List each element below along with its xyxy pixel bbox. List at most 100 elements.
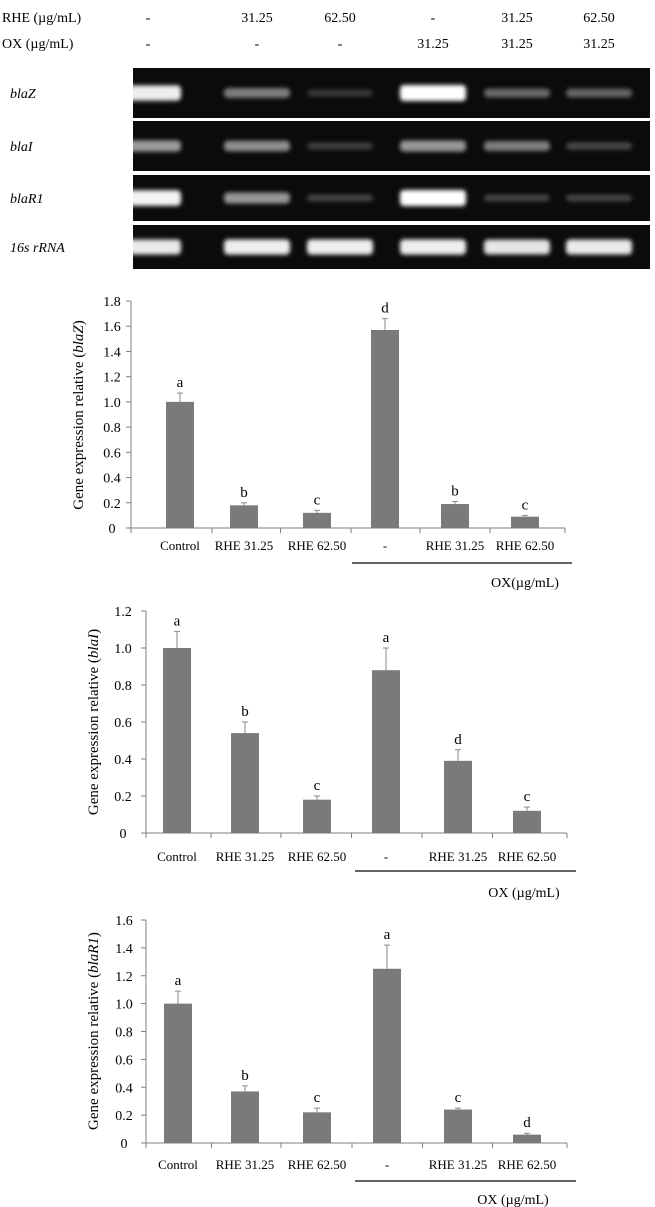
bar [303,1112,331,1143]
y-tick-label: 1.6 [115,914,133,929]
significance-letter: c [314,1090,321,1106]
y-tick-label: 1.8 [103,295,121,310]
gel-band [307,194,373,202]
group-label: OX (µg/mL) [488,886,560,901]
gel-band [400,85,466,101]
significance-letter: c [314,492,321,508]
category-label: Control [157,849,197,864]
y-tick-label: 0.8 [114,679,132,694]
y-tick-label: 0.4 [103,472,121,487]
gel-band [307,239,373,255]
category-label: RHE 62.50 [288,538,347,553]
gel-image: blaZ blaI blaR1 16s rRNA [10,68,650,269]
gel-band [224,239,290,255]
category-label: RHE 31.25 [216,849,275,864]
bar-chart-blaI: 0 0.2 0.4 0.6 0.8 1.0 1.2 Gene expression relat… [86,605,576,901]
category-label: - [384,849,388,864]
y-tick-label: 0 [121,1137,128,1152]
header-row-label: OX (µg/mL) [2,37,74,52]
y-tick-label: 0.8 [103,421,121,436]
header-row-value: 31.25 [501,37,533,52]
y-tick-label: 1.0 [103,396,121,411]
y-tick-label: 0.4 [114,753,132,768]
gel-row-label: blaZ [10,87,36,102]
category-label: RHE 31.25 [429,1157,488,1172]
bar [444,1109,472,1143]
significance-letter: b [241,704,249,720]
significance-letter: a [175,973,182,989]
category-label: RHE 62.50 [288,849,347,864]
gel-row [133,121,650,171]
bar [441,504,469,528]
header-row-value: 62.50 [583,11,615,26]
significance-letter: a [383,630,390,646]
y-tick-label: 0.8 [115,1026,133,1041]
gel-band [115,85,181,101]
bar [372,670,400,833]
significance-letter: b [241,1068,249,1084]
header-row-value: - [338,37,343,52]
y-axis-label-text: Gene expression relative ( [86,973,102,1130]
bar [231,733,259,833]
y-tick-label: 0.6 [114,716,132,731]
gel-band [307,89,373,97]
bar [231,1091,259,1143]
gel-band [224,88,290,98]
header-row-value: 62.50 [324,11,356,26]
y-tick-label: 0.2 [115,1109,133,1124]
category-label: - [385,1157,389,1172]
significance-letter: a [174,613,181,629]
gel-row-label: 16s rRNA [10,241,65,256]
header-row-value: 31.25 [241,11,273,26]
category-label: RHE 62.50 [498,849,557,864]
bar [163,648,191,833]
gel-row-label: blaI [10,140,34,155]
y-tick-label: 1.6 [103,320,121,335]
y-axis-label-gene: blaR1 [86,937,102,973]
gel-band [566,239,632,255]
y-tick-label: 0 [109,522,116,537]
bar [303,512,331,528]
y-axis-label-text: Gene expression relative ( [71,353,87,510]
y-tick-label: 0.6 [103,446,121,461]
gel-band [484,194,550,202]
header-row-label: RHE (µg/mL) [2,11,82,26]
significance-letter: d [523,1115,531,1131]
y-tick-label: 1.0 [114,642,132,657]
header-row-value: - [255,37,260,52]
gel-band [400,140,466,152]
significance-letter: a [384,927,391,943]
gel-row-label: blaR1 [10,192,43,207]
significance-letter: c [455,1090,462,1106]
header-row-value: 31.25 [583,37,615,52]
y-tick-label: 1.4 [115,942,133,957]
y-tick-label: 1.2 [115,970,133,985]
bar [166,401,194,528]
header-row-value: 31.25 [417,37,449,52]
y-tick-label: 1.2 [114,605,132,620]
gel-band [566,194,632,202]
bar-chart-blaR1: 0 0.2 0.4 0.6 0.8 1.0 1.2 1.4 1.6 Gene expression… [86,914,576,1207]
y-axis-label: Gene expression relative (blaI) [86,629,102,815]
significance-letter: d [381,301,389,317]
header-row-value: - [146,37,151,52]
significance-letter: b [451,484,459,500]
gel-band [224,192,290,204]
y-axis-label-text: ) [86,932,102,937]
header-row-value: - [146,11,151,26]
y-tick-label: 0.2 [114,790,132,805]
category-label: Control [158,1157,198,1172]
significance-letter: c [522,497,529,513]
y-axis-label: Gene expression relative (blaZ) [71,320,87,510]
header-row-value: - [431,11,436,26]
y-axis-label-gene: blaI [86,633,102,658]
gel-band [484,239,550,255]
gel-band [484,141,550,151]
gel-header: RHE (µg/mL) - 31.25 62.50 - 31.25 62.50 OX (µg/… [2,11,615,52]
y-axis-label: Gene expression relative (blaR1) [86,932,102,1130]
bar [444,760,472,833]
gel-band [566,88,632,98]
significance-letter: c [314,778,321,794]
category-label: RHE 31.25 [216,1157,275,1172]
